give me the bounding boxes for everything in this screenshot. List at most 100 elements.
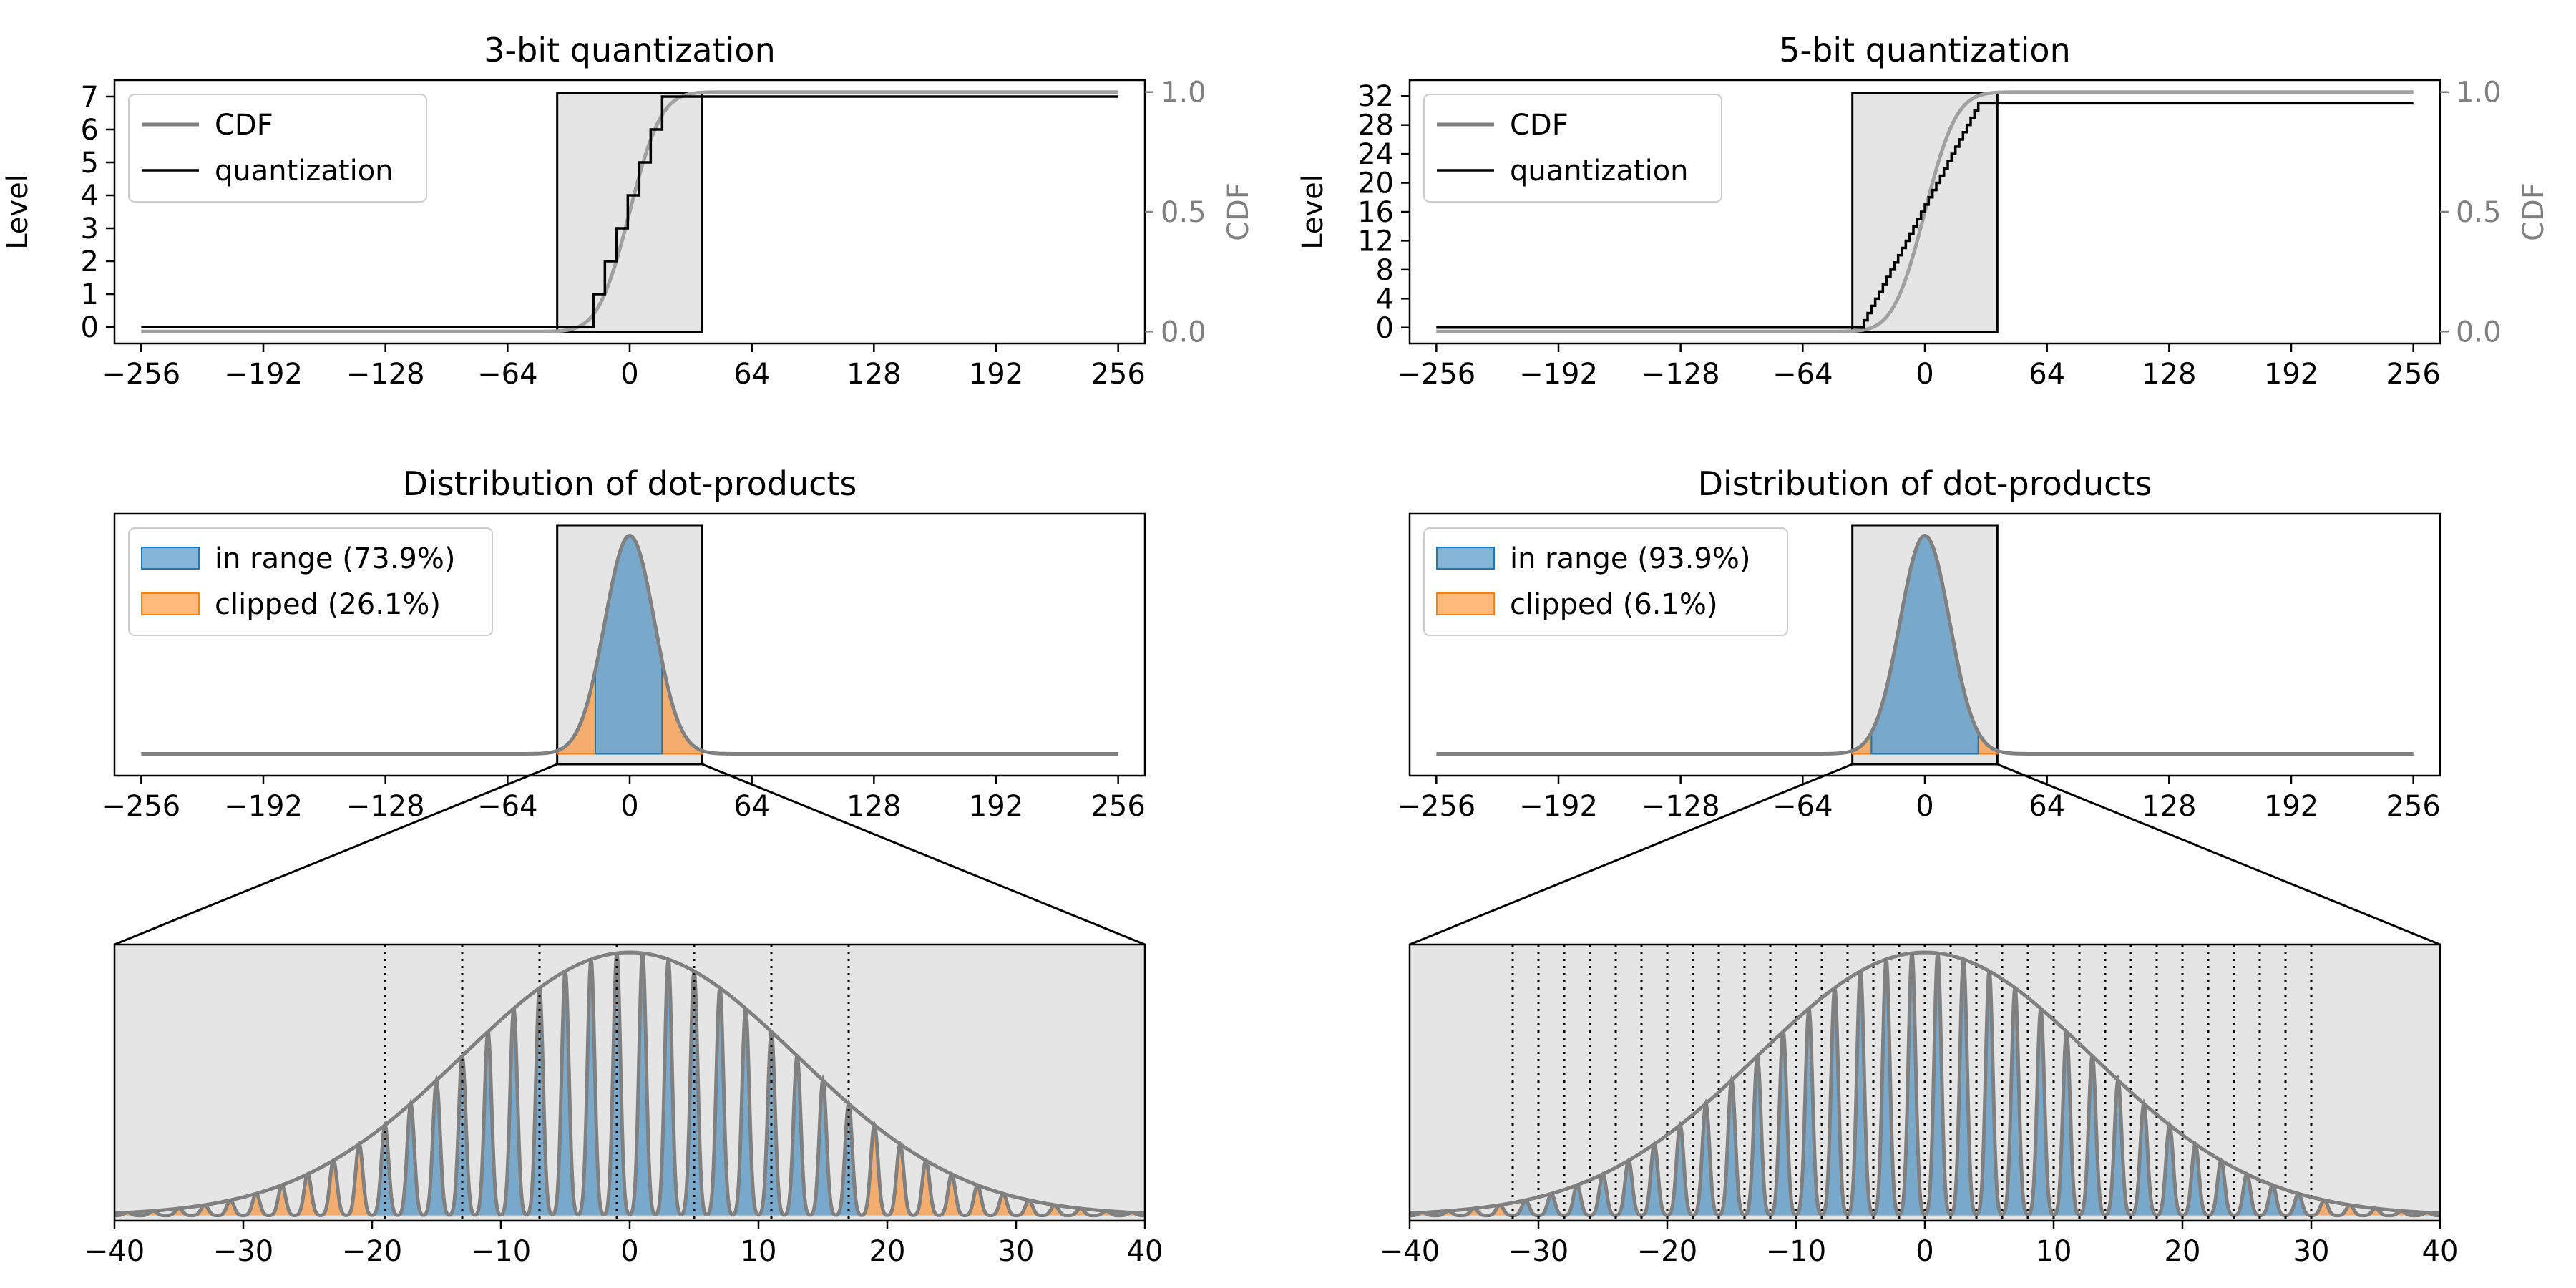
spike-fill [2157, 1125, 2182, 1216]
spike-fill [2389, 1211, 2414, 1216]
zoom-background [114, 945, 1145, 1221]
spike-fill [1487, 1204, 1513, 1216]
x-tick-label: 40 [2422, 1235, 2459, 1268]
y-tick-label: 5 [81, 147, 99, 180]
y-axis-label: Level [1, 174, 34, 250]
x-tick-label: −256 [1397, 790, 1475, 823]
spike-fill [1616, 1160, 1641, 1216]
legend-swatch [1436, 592, 1495, 615]
x-tick-label: 256 [1091, 358, 1145, 391]
spike-fill [372, 1125, 398, 1216]
y-tick-label: 6 [81, 114, 99, 147]
y-tick-label: 12 [1357, 225, 1394, 258]
x-tick-label: 20 [2165, 1235, 2201, 1268]
spike-fill [1899, 953, 1925, 1216]
x-tick-label: 0 [620, 358, 638, 391]
legend-swatch [141, 592, 200, 615]
x-tick-label: −64 [1772, 358, 1833, 391]
zoom-connector-left [114, 763, 558, 946]
spike-fill [1564, 1185, 1590, 1216]
spike-fill [1693, 1103, 1719, 1216]
chart-title: Distribution of dot-products [1698, 464, 2152, 503]
spike-fill [321, 1160, 346, 1216]
legend-label: quantization [215, 155, 394, 187]
x-tick-label: 0 [620, 790, 638, 823]
zoom-chart: −40 −30 −20 −10 0 10 20 30 40 [84, 943, 1163, 1268]
y-tick-label: 8 [1376, 254, 1394, 287]
cdf-line [141, 90, 1118, 333]
x-tick-label: 128 [847, 790, 901, 823]
x-tick-label: −64 [477, 358, 537, 391]
y-tick-label: 24 [1357, 138, 1394, 171]
legend-label: clipped (26.1%) [215, 588, 441, 621]
x-tick-label: 0 [1916, 358, 1933, 391]
spike-fill [218, 1200, 243, 1216]
spike-fill [887, 1143, 913, 1216]
chart-title: 3-bit quantization [484, 31, 775, 69]
y-tick-label: 2 [81, 245, 99, 278]
spike-fill [990, 1194, 1016, 1216]
distribution-chart: −256 −192 −128 −64 0 64 128 192 256 Distribution … [1397, 464, 2441, 823]
x-tick-label: −192 [1519, 358, 1598, 391]
spike-fill [604, 953, 630, 1216]
x-tick-label: 256 [1091, 790, 1145, 823]
x-tick-label: 64 [733, 358, 770, 391]
spike-fill [2182, 1143, 2208, 1216]
x-tick-label: 192 [969, 358, 1023, 391]
distribution-chart: −256 −192 −128 −64 0 64 128 192 256 Distribution … [102, 464, 1146, 823]
spike-fill [1770, 1031, 1796, 1216]
spike-fill [1016, 1200, 1042, 1216]
x-tick-label: −30 [1508, 1235, 1568, 1268]
x-tick-label: −64 [477, 790, 537, 823]
spike-fill [2208, 1160, 2234, 1216]
quantization-line [1436, 102, 2414, 329]
x-tick-label: −192 [1519, 790, 1598, 823]
spike-fill [501, 1008, 527, 1216]
legend-label: in range (93.9%) [1510, 542, 1750, 575]
x-tick-label: −128 [1641, 790, 1720, 823]
spike-fill [527, 987, 552, 1216]
x-tick-label: 192 [2264, 790, 2318, 823]
density-line [1436, 533, 2414, 756]
spike-fill [913, 1160, 939, 1216]
spike-fill [192, 1204, 218, 1216]
spike-fill [2002, 987, 2028, 1216]
spike-fill [810, 1080, 836, 1216]
x-tick-label: 40 [1127, 1235, 1163, 1268]
spike-fill [1641, 1143, 1667, 1216]
spike-fill [2131, 1103, 2157, 1216]
x-tick-label: −40 [84, 1235, 145, 1268]
y-right-tick-label: 1.0 [2456, 77, 2502, 109]
spike-fill [2028, 1008, 2054, 1216]
y-tick-label: 1 [81, 278, 99, 311]
spike-fill [2363, 1208, 2389, 1216]
spike-fill [269, 1185, 295, 1216]
x-tick-label: 64 [733, 790, 770, 823]
spike-fill [424, 1080, 449, 1216]
quantization-line [141, 95, 1118, 328]
spike-fill [1461, 1208, 1487, 1216]
x-tick-label: 0 [1916, 790, 1933, 823]
x-tick-label: 64 [2029, 790, 2065, 823]
y-right-tick-label: 0.5 [2456, 196, 2502, 229]
y-tick-label: 20 [1357, 167, 1394, 200]
x-tick-label: −192 [224, 790, 303, 823]
zoom-chart: −40 −30 −20 −10 0 10 20 30 40 [1380, 943, 2459, 1268]
spike-fill [449, 1055, 475, 1216]
legend-swatch [141, 547, 200, 570]
spike-fill [862, 1125, 887, 1216]
spike-fill [2337, 1204, 2363, 1216]
legend-label: CDF [215, 109, 273, 142]
legend-label: clipped (6.1%) [1510, 588, 1718, 621]
x-tick-label: −128 [346, 790, 425, 823]
spike-fill [2105, 1080, 2131, 1216]
spike-fill [630, 953, 655, 1216]
y-tick-label: 0 [1376, 312, 1394, 345]
spike-fill [1513, 1200, 1538, 1216]
chart-title: Distribution of dot-products [403, 464, 857, 503]
spike-fill [1951, 959, 1976, 1216]
spike-fill [1796, 1008, 1822, 1216]
spike-fill [578, 959, 604, 1216]
